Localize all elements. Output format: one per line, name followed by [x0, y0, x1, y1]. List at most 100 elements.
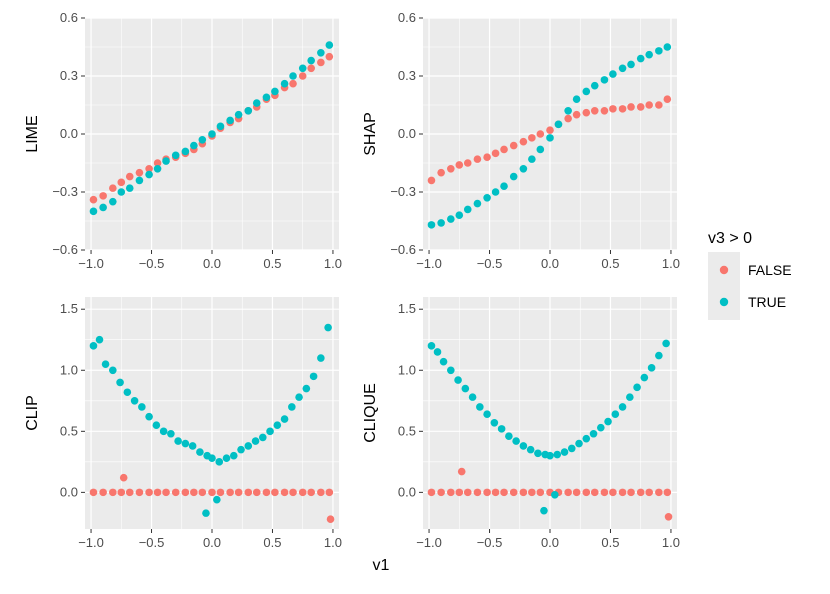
- data-point: [309, 372, 318, 381]
- x-tick-label: 0.5: [263, 256, 281, 271]
- data-point: [271, 488, 279, 497]
- data-point: [295, 393, 303, 401]
- data-point: [636, 54, 645, 63]
- data-point: [655, 351, 663, 360]
- data-point: [159, 427, 168, 436]
- data-point: [455, 161, 464, 169]
- data-point: [89, 488, 98, 497]
- panel-lime: −1.0 −0.5 0.0 0.5 1.0 −0.6 −0.3 0.0 0.3 0.6 LIME: [24, 10, 342, 271]
- data-point: [135, 488, 144, 497]
- data-point: [181, 439, 190, 448]
- y-tick-label: −0.3: [390, 184, 416, 199]
- data-point: [512, 437, 520, 445]
- data-point: [437, 488, 445, 497]
- data-point: [138, 403, 146, 411]
- data-point: [463, 159, 472, 167]
- data-point: [546, 134, 554, 142]
- data-point: [237, 445, 245, 454]
- data-point: [234, 488, 243, 497]
- series-true: [427, 43, 672, 229]
- x-tick-label: 0.0: [203, 535, 221, 550]
- y-tick-label: 0.6: [398, 10, 416, 25]
- legend-title: v3 > 0: [708, 230, 752, 247]
- data-point: [491, 488, 500, 497]
- data-point: [317, 49, 325, 57]
- data-point: [546, 451, 554, 460]
- x-tick-label: −0.5: [139, 535, 165, 550]
- data-point: [519, 165, 528, 173]
- data-point: [509, 141, 518, 150]
- x-tick-label: 0.0: [203, 256, 221, 271]
- data-point: [636, 103, 645, 111]
- data-point: [215, 458, 224, 466]
- data-point: [663, 488, 672, 497]
- series-false: [89, 473, 335, 524]
- data-point: [655, 101, 663, 109]
- data-point: [427, 176, 436, 185]
- data-point: [244, 488, 253, 497]
- data-point: [317, 58, 325, 67]
- data-point: [271, 87, 279, 96]
- data-point: [564, 107, 572, 115]
- x-tick-label: 0.5: [263, 535, 281, 550]
- series-true: [427, 339, 670, 515]
- data-point: [447, 165, 455, 173]
- data-point: [490, 418, 499, 427]
- data-point: [317, 488, 325, 497]
- data-point: [190, 488, 198, 497]
- data-point: [153, 165, 162, 173]
- data-point: [244, 107, 253, 115]
- data-point: [288, 403, 296, 411]
- data-point: [439, 357, 448, 366]
- data-point: [618, 403, 627, 411]
- data-point: [483, 410, 491, 419]
- data-point: [600, 76, 609, 84]
- y-axis-title-shap: SHAP: [362, 112, 379, 156]
- data-point: [483, 153, 491, 161]
- data-point: [645, 488, 653, 497]
- data-point: [109, 184, 117, 192]
- data-point: [325, 41, 334, 49]
- data-point: [528, 488, 536, 497]
- y-axis-title-lime: LIME: [24, 115, 41, 152]
- data-point: [645, 50, 653, 59]
- data-point: [289, 79, 297, 88]
- data-point: [663, 43, 672, 51]
- data-point: [145, 170, 153, 179]
- data-point: [99, 192, 107, 200]
- data-point: [145, 412, 153, 421]
- data-point: [600, 488, 609, 497]
- data-point: [213, 495, 221, 504]
- data-point: [266, 427, 274, 436]
- data-point: [536, 488, 545, 497]
- data-point: [473, 488, 482, 497]
- data-point: [627, 60, 635, 69]
- data-point: [130, 396, 139, 405]
- legend-label-false: FALSE: [748, 262, 792, 278]
- data-point: [463, 488, 472, 497]
- series-true: [89, 323, 332, 517]
- x-axis-title: v1: [373, 557, 390, 574]
- data-point: [196, 448, 204, 456]
- data-point: [454, 376, 462, 384]
- panel-clique: −1.0 −0.5 0.0 0.5 1.0 0.0 0.5 1.0 1.5 CLIQUE: [362, 297, 680, 550]
- data-point: [289, 488, 297, 497]
- data-point: [427, 342, 436, 350]
- data-point: [125, 488, 134, 497]
- data-point: [198, 488, 207, 497]
- data-point: [145, 488, 153, 497]
- series-false: [427, 467, 673, 521]
- data-point: [89, 342, 98, 350]
- data-point: [181, 488, 190, 497]
- data-point: [89, 207, 98, 216]
- data-point: [447, 488, 455, 497]
- data-point: [590, 81, 599, 90]
- y-axis-title-clique: CLIQUE: [362, 383, 379, 443]
- data-point: [609, 488, 617, 497]
- data-point: [627, 488, 635, 497]
- data-point: [572, 488, 581, 497]
- panels-layer: −1.0 −0.5 0.0 0.5 1.0−0.6−0.30.00.30.6LIME−1…: [24, 10, 680, 550]
- data-point: [609, 70, 617, 78]
- data-point: [627, 103, 635, 111]
- data-point: [590, 107, 599, 115]
